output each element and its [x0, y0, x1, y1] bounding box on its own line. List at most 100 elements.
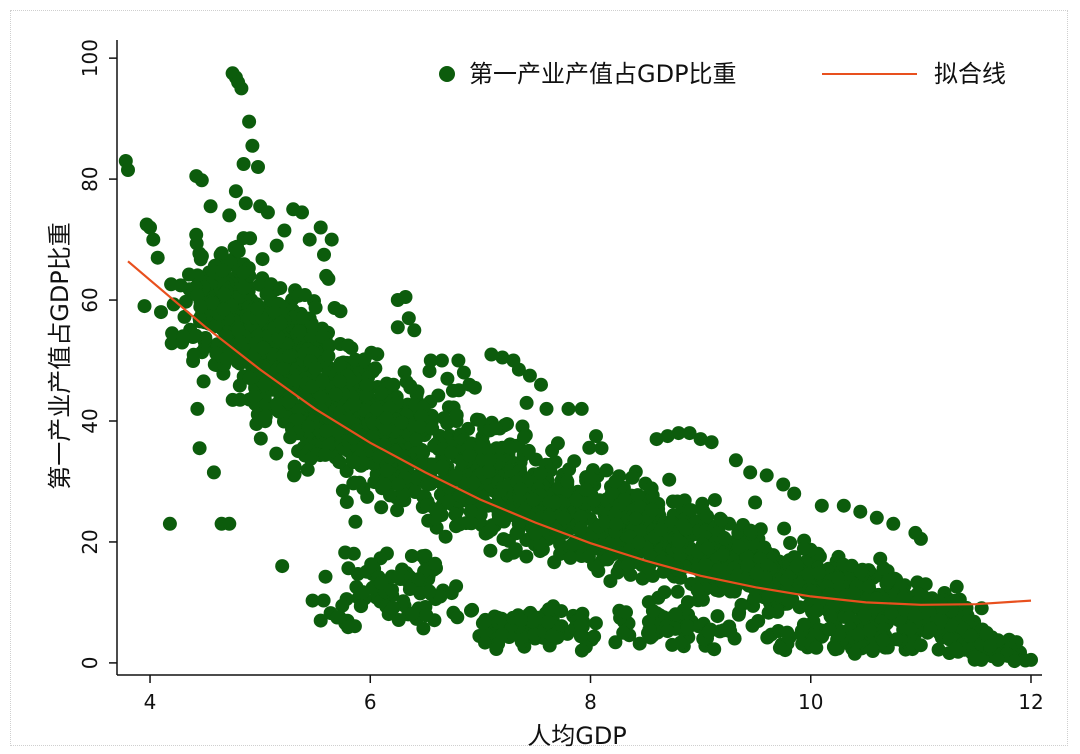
data-point [463, 491, 478, 506]
data-point [630, 488, 645, 503]
data-point [889, 632, 904, 647]
data-point [194, 249, 209, 264]
data-point [528, 526, 543, 541]
data-point [255, 252, 270, 267]
data-point [242, 371, 257, 386]
data-point [315, 373, 330, 388]
data-point [761, 589, 776, 604]
data-point [547, 495, 562, 510]
data-point [949, 641, 963, 656]
data-point [396, 594, 411, 609]
data-point [869, 510, 884, 525]
x-tick-label: 12 [1018, 690, 1043, 714]
data-point [846, 586, 861, 601]
data-point [598, 515, 613, 529]
data-point [214, 246, 229, 261]
data-point [217, 287, 232, 302]
data-point [840, 598, 855, 613]
data-point [631, 535, 646, 550]
data-point [557, 511, 572, 526]
data-point [330, 424, 345, 439]
data-point [974, 652, 989, 667]
data-point [273, 281, 288, 296]
data-point [418, 548, 433, 563]
data-point [632, 636, 647, 651]
data-point [749, 566, 764, 581]
data-point [448, 468, 463, 483]
data-point [991, 652, 1005, 667]
data-point [341, 620, 356, 635]
data-point [405, 606, 420, 621]
data-point [347, 397, 362, 412]
data-point [452, 517, 467, 532]
data-point [467, 380, 482, 395]
data-point [238, 196, 253, 211]
data-point [700, 509, 715, 524]
data-point [588, 616, 603, 631]
data-point [228, 184, 243, 199]
data-point [390, 320, 405, 335]
data-point [777, 521, 792, 536]
data-point [422, 584, 437, 599]
data-point [377, 477, 392, 492]
data-point [488, 421, 503, 436]
data-point [897, 603, 912, 618]
data-point [876, 633, 891, 648]
data-point [176, 329, 191, 344]
data-point [574, 401, 589, 416]
data-point [931, 642, 946, 657]
data-point [494, 611, 509, 626]
data-point [649, 432, 664, 447]
data-point [519, 549, 534, 564]
data-point [617, 492, 632, 507]
data-point [332, 455, 347, 470]
data-point [781, 593, 796, 607]
data-point [162, 516, 177, 531]
data-point [341, 561, 356, 576]
data-point [513, 482, 528, 497]
data-point [374, 576, 389, 591]
data-point [305, 593, 320, 608]
y-tick-label: 20 [78, 529, 102, 554]
data-point [913, 531, 928, 546]
data-point [683, 503, 698, 518]
data-point [881, 573, 896, 587]
data-point [761, 605, 776, 620]
data-point [629, 511, 643, 526]
data-point [317, 247, 331, 262]
data-point [983, 638, 998, 653]
data-point [192, 441, 207, 456]
data-point [404, 549, 419, 563]
data-point [478, 635, 492, 650]
data-point [669, 560, 684, 575]
data-point [644, 481, 659, 496]
data-point [747, 582, 762, 597]
data-point [394, 415, 409, 430]
legend-scatter-label: 第一产业产值占GDP比重 [469, 60, 737, 88]
data-point [428, 502, 443, 517]
data-point [565, 537, 580, 552]
data-point [374, 386, 389, 401]
data-point [194, 299, 208, 314]
data-point [541, 615, 556, 629]
data-point [748, 495, 763, 510]
data-point [302, 232, 317, 247]
data-point [853, 564, 868, 579]
data-point [260, 205, 275, 220]
data-point [383, 488, 397, 503]
data-point [328, 387, 343, 402]
data-point [164, 336, 179, 351]
data-point [545, 628, 560, 643]
data-point [654, 522, 668, 537]
data-point [435, 459, 450, 474]
data-point [386, 377, 401, 392]
data-point [353, 599, 368, 614]
data-point [704, 435, 719, 450]
data-point [594, 441, 609, 456]
data-point [379, 463, 394, 478]
data-point [944, 618, 959, 633]
data-point [645, 604, 660, 618]
data-point [710, 609, 725, 624]
data-point [318, 447, 333, 462]
data-point [251, 160, 265, 174]
